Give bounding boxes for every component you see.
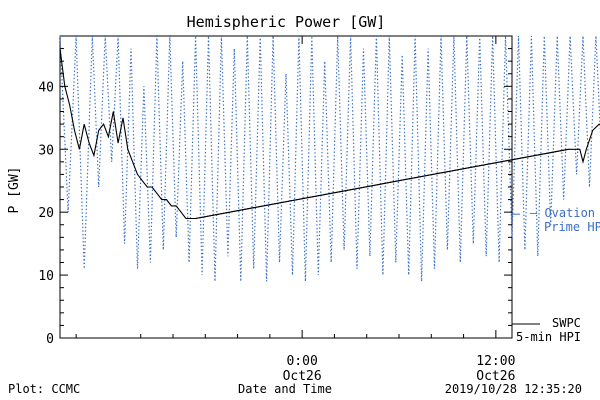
x-tick-time: 12:00: [476, 354, 515, 369]
legend-label-ovation: Prime HPI: [544, 220, 600, 234]
legend-label-swpc: SWPC: [552, 316, 581, 330]
y-tick-label: 0: [46, 332, 54, 347]
x-axis-label: Date and Time: [238, 382, 332, 396]
y-tick-label: 20: [38, 206, 54, 221]
x-tick-time: 0:00: [286, 354, 317, 369]
plot-timestamp: 2019/10/28 12:35:20: [444, 382, 582, 396]
y-tick-label: 10: [38, 269, 54, 284]
y-tick-label: 30: [38, 143, 54, 158]
chart-title: Hemispheric Power [GW]: [187, 13, 386, 31]
legend-label-swpc: 5-min HPI: [516, 330, 581, 344]
plot-area: 0102030400:00Oct2612:00Oct260:00Oct2712:…: [38, 35, 600, 384]
plot-credit: Plot: CCMC: [8, 382, 81, 396]
legend-label-ovation: – Ovation: [530, 206, 595, 220]
y-tick-label: 40: [38, 80, 54, 95]
y-axis-label: P [GW]: [7, 167, 22, 214]
series-line-ovation: [59, 35, 600, 282]
series-gap-line: [195, 148, 569, 219]
series-line-swpc: [59, 48, 600, 220]
x-tick-date: Oct26: [476, 369, 515, 384]
x-tick-date: Oct26: [283, 369, 322, 384]
